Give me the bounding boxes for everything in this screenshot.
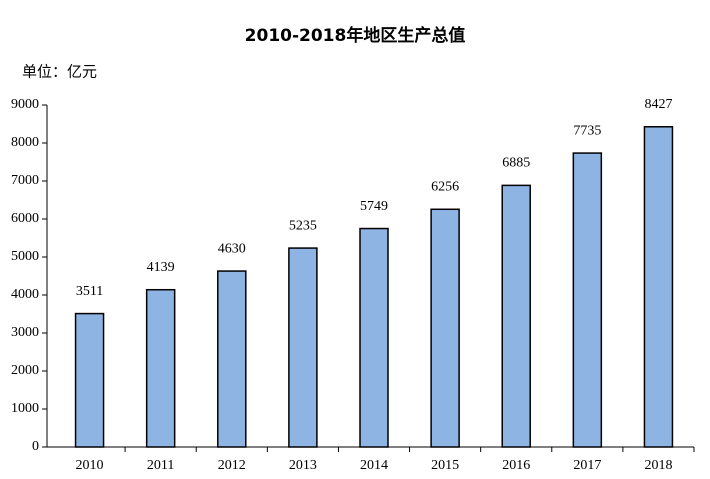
y-tick-label: 3000 (11, 325, 39, 340)
bar (359, 227, 389, 448)
value-label: 5235 (289, 218, 317, 233)
x-tick-label: 2018 (644, 458, 672, 473)
value-label: 6256 (431, 179, 459, 194)
bar (643, 126, 674, 448)
value-label: 4139 (147, 260, 175, 275)
y-tick-label: 6000 (11, 211, 39, 226)
value-label: 5749 (360, 199, 388, 214)
x-tick-label: 2016 (502, 458, 530, 473)
value-label: 3511 (76, 284, 103, 299)
y-tick-label: 8000 (11, 135, 39, 150)
value-label: 7735 (573, 123, 601, 138)
x-tick-label: 2013 (289, 458, 317, 473)
x-tick-label: 2014 (360, 458, 388, 473)
bar (145, 288, 176, 448)
value-label: 8427 (644, 97, 672, 112)
y-tick-label: 4000 (11, 287, 39, 302)
y-tick-label: 0 (32, 439, 39, 454)
y-tick-label: 9000 (11, 97, 39, 112)
bar (217, 270, 247, 448)
bar (74, 312, 105, 448)
x-tick-label: 2015 (431, 458, 459, 473)
y-tick-label: 5000 (11, 249, 39, 264)
y-tick-label: 2000 (11, 363, 39, 378)
value-label: 4630 (218, 241, 246, 256)
y-tick-label: 7000 (11, 173, 39, 188)
bar (430, 208, 460, 448)
y-axis-label: 单位：亿元 (22, 63, 97, 81)
bar (501, 184, 531, 448)
bar (572, 152, 603, 448)
value-label: 6885 (502, 156, 530, 171)
x-tick-label: 2010 (76, 458, 104, 473)
x-tick-label: 2011 (147, 458, 174, 473)
x-tick-label: 2012 (218, 458, 246, 473)
x-tick-label: 2017 (573, 458, 601, 473)
bar (288, 247, 318, 448)
chart-title: 2010-2018年地区生产总值 (245, 25, 466, 46)
y-tick-label: 1000 (11, 401, 39, 416)
